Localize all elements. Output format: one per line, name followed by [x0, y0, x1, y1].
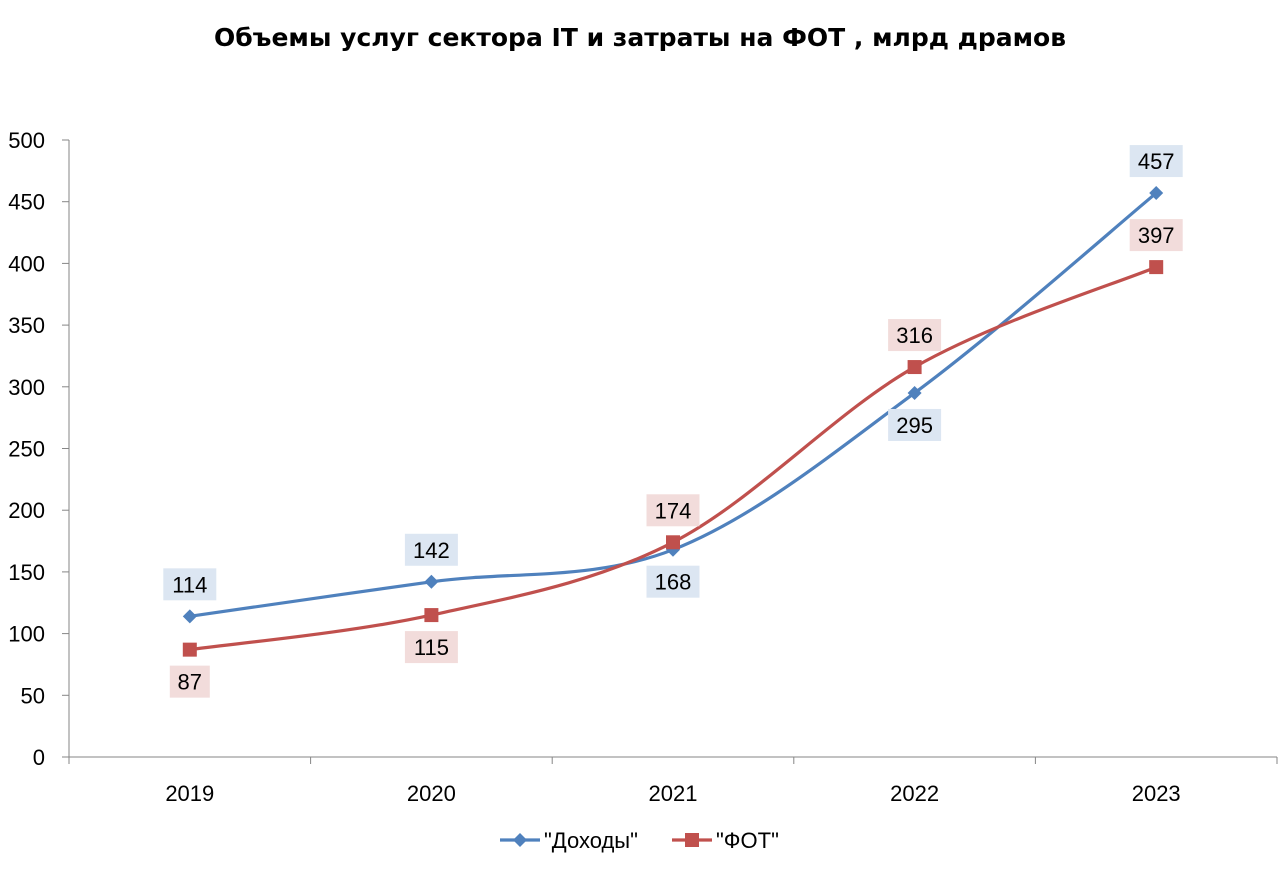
data-label: 168 [655, 570, 692, 595]
y-tick-label: 400 [8, 251, 45, 276]
series-markers [182, 186, 1164, 657]
y-tick-label: 150 [8, 560, 45, 585]
data-label-bg [1129, 219, 1183, 252]
data-label: 316 [896, 323, 933, 348]
legend-label: "ФОТ" [716, 828, 779, 853]
data-label-bg [888, 319, 942, 352]
data-label: 115 [414, 635, 449, 660]
series-0-marker [424, 574, 439, 589]
series-1-marker [424, 608, 439, 623]
data-label-bg [888, 408, 942, 441]
data-labels: 114 142 168 295 457 87 115 174 316 397 [163, 145, 1183, 698]
series-1-marker [907, 360, 922, 375]
x-tick-label: 2019 [165, 781, 214, 806]
y-tick-label: 100 [8, 622, 45, 647]
data-label-bg [404, 533, 458, 566]
data-label: 87 [178, 670, 202, 695]
data-label-bg [404, 631, 458, 664]
chart-title: Объемы услуг сектора IT и затраты на ФОТ… [214, 23, 1066, 52]
x-tick-label: 2023 [1132, 781, 1181, 806]
data-label: 457 [1138, 149, 1175, 174]
y-tick-label: 50 [21, 683, 45, 708]
data-label: 397 [1138, 223, 1175, 248]
data-label-bg [169, 665, 210, 698]
y-tick-label: 250 [8, 437, 45, 462]
y-tick-label: 350 [8, 313, 45, 338]
series-1-marker [182, 642, 197, 657]
series-1-marker [1149, 260, 1164, 275]
y-tick-label: 200 [8, 498, 45, 523]
y-tick-label: 0 [33, 745, 45, 770]
data-label: 174 [655, 498, 692, 523]
axes: 0 50 100 150 200 250 300 350 400 450 500 2019 2020 20… [8, 128, 1278, 806]
data-label: 295 [896, 413, 933, 438]
y-tick-label: 300 [8, 375, 45, 400]
series-line-0 [189, 191, 1158, 618]
x-tick-label: 2022 [890, 781, 939, 806]
series-0-marker [907, 385, 922, 400]
y-tick-label: 500 [8, 128, 45, 153]
series-1-marker [666, 535, 680, 550]
legend: "Доходы" "ФОТ" [500, 828, 779, 853]
y-tick-label: 450 [8, 190, 45, 215]
legend-marker-0 [513, 833, 527, 847]
series-0-marker [1149, 186, 1164, 201]
data-label: 114 [172, 572, 207, 597]
x-tick-label: 2021 [649, 781, 698, 806]
data-label-bg [646, 565, 700, 598]
legend-marker-1 [685, 833, 699, 847]
data-label-bg [163, 568, 217, 601]
data-label: 142 [413, 538, 450, 563]
x-tick-label: 2020 [407, 781, 456, 806]
legend-label: "Доходы" [544, 828, 638, 853]
data-label-bg [646, 494, 700, 527]
series-0-marker [182, 609, 197, 624]
data-label-bg [1129, 145, 1183, 178]
